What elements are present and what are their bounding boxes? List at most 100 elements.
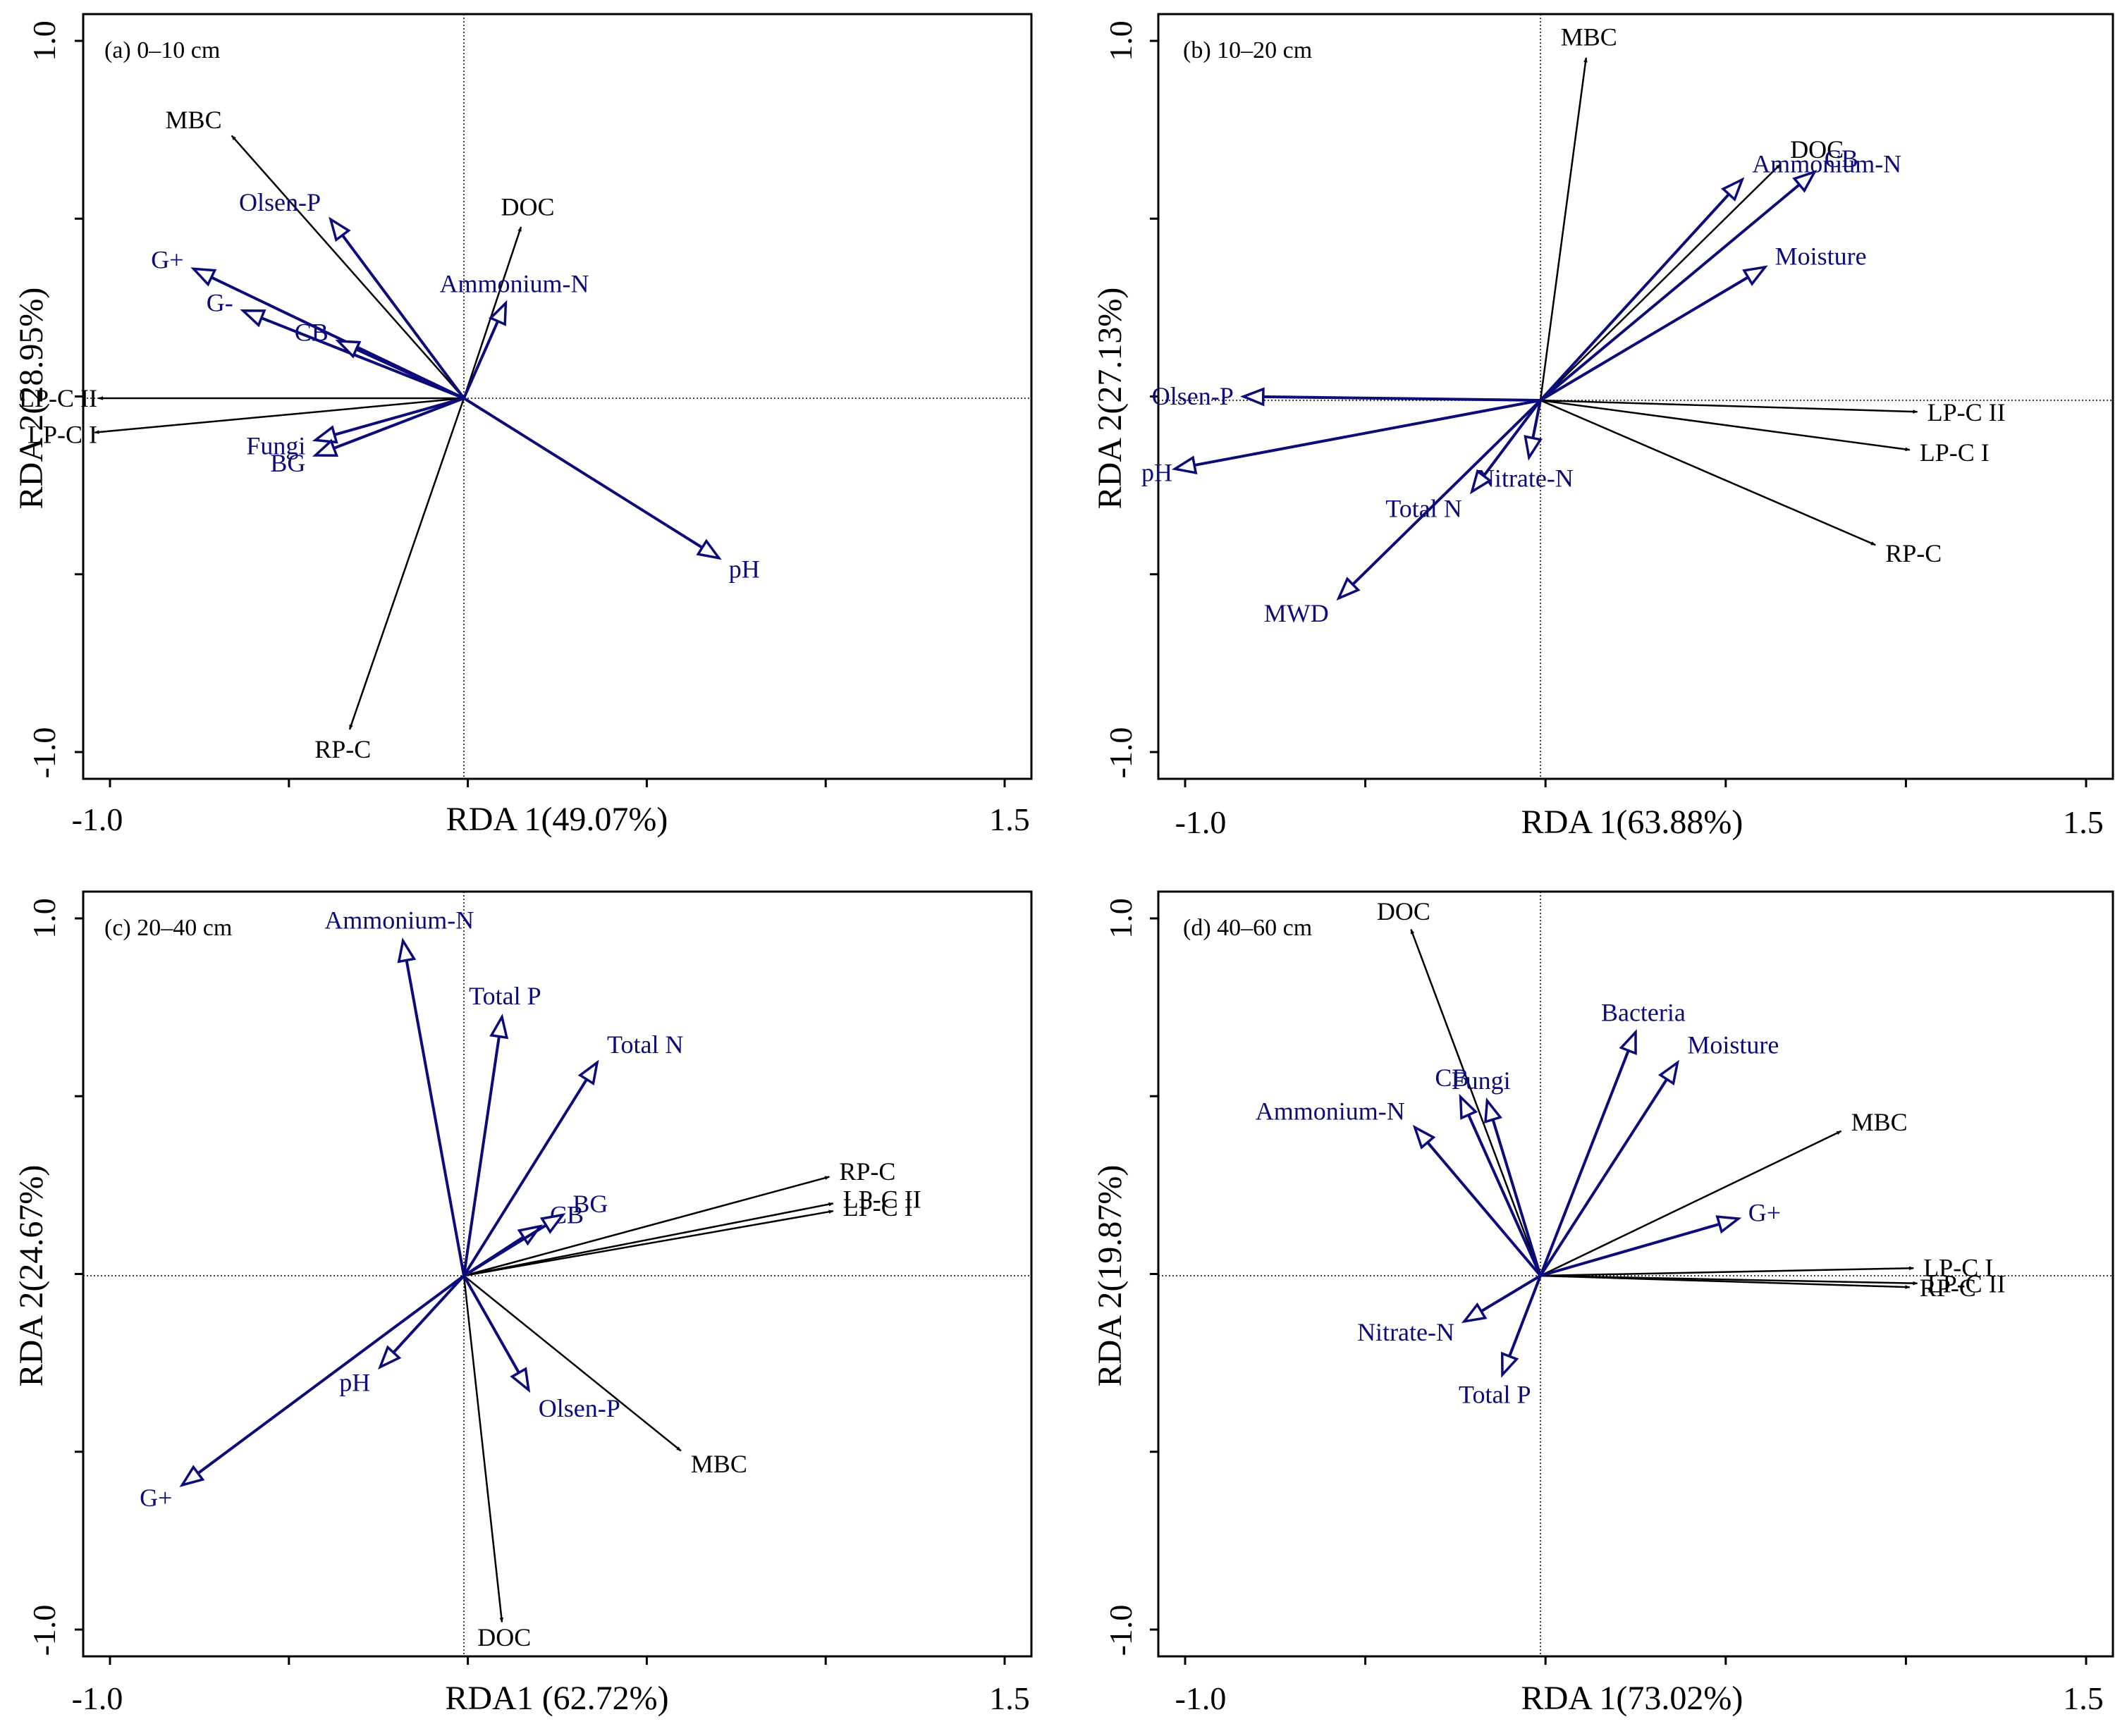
label-ammonium-n: Ammonium-N [1752, 150, 1901, 178]
panel-title: (b) 10–20 cm [1183, 37, 1312, 63]
arrow-olsen-p [1243, 395, 1541, 402]
label-olsen-p: Olsen-P [239, 188, 321, 216]
arrow-rp-c [463, 1176, 830, 1277]
plot-frame [82, 13, 1033, 780]
arrowhead-bg [312, 438, 339, 457]
tick-label-y-min: -1.0 [26, 727, 62, 779]
arrow-ammonium-n [1414, 1126, 1542, 1277]
arrowhead-nitrate-n [1524, 435, 1543, 461]
arrow-doc [1540, 164, 1782, 401]
arrow-group: MBC DOC LP-C II LP-C I RP-C Ammonium-NCB Moist… [1141, 23, 2088, 787]
label-bg: BG [572, 1190, 608, 1218]
tick-label-y-max: 1.0 [1103, 898, 1139, 939]
arrowhead-g [190, 267, 217, 287]
arrow-lp-c-i [463, 1209, 834, 1277]
arrow-ammonium-n [1539, 178, 1743, 402]
arrow-lp-c-ii [1540, 399, 1918, 414]
y-axis-label: RDA 2(28.95%) [13, 288, 50, 510]
arrow-ph [462, 397, 720, 560]
arrowhead-nitrate-n [1461, 1302, 1488, 1324]
label-g: G+ [151, 245, 183, 273]
tick-label-x-min: -1.0 [1175, 1680, 1227, 1716]
label-fungi: Fungi [1452, 1066, 1511, 1095]
label-rp-c: RP-C [1885, 539, 1942, 567]
panel-title: (d) 40–60 cm [1183, 915, 1312, 941]
arrow-lp-c-i [1540, 1266, 1914, 1277]
label-lp-c-ii: LP-C II [1927, 1269, 2006, 1298]
arrowhead-bacteria [1619, 1028, 1637, 1056]
arrow-doc [462, 226, 522, 399]
tick-label-y-max: 1.0 [26, 898, 62, 939]
label-cb: CB [1825, 144, 1858, 173]
label-moisture: Moisture [1687, 1030, 1779, 1059]
arrow-mwd [1337, 399, 1542, 600]
label-total-n: Total N [607, 1030, 683, 1059]
label-doc: DOC [501, 193, 554, 221]
label-nitrate-n: Nitrate-N [1357, 1318, 1454, 1346]
arrowhead-cb [1459, 1093, 1478, 1120]
arrow-mbc [1540, 1130, 1842, 1277]
arrow-moisture [1539, 1061, 1679, 1277]
arrow-fungi [314, 397, 465, 442]
y-axis-label: RDA 2(24.67%) [13, 1165, 50, 1387]
label-nitrate-n: Nitrate-N [1476, 464, 1574, 492]
arrowhead-ammonium-n [397, 937, 417, 964]
label-mbc: MBC [1561, 23, 1617, 51]
label-bacteria: Bacteria [1601, 998, 1686, 1026]
arrowhead-ammonium-n [488, 300, 508, 326]
label-lp-c-ii: LP-C II [843, 1186, 921, 1214]
arrowhead-ph [1171, 455, 1198, 475]
tick-label-x-min: -1.0 [72, 1680, 123, 1716]
panel-b: (b) 10–20 cm -1.0 1.5 1.0 -1.0 RDA 1(63.… [1091, 13, 2114, 841]
label-rp-c: RP-C [1920, 1274, 1976, 1302]
arrow-cb [337, 340, 465, 400]
arrow-doc [462, 1275, 504, 1623]
arrow-olsen-p [462, 1275, 530, 1391]
arrowhead-moisture [1742, 265, 1768, 286]
label-lp-c-i: LP-C I [1920, 438, 1990, 467]
label-lp-c-i: LP-C I [27, 420, 97, 448]
label-ammonium-n: Ammonium-N [439, 270, 589, 298]
arrowhead-total-p [489, 1014, 509, 1040]
x-axis-label: RDA1 (62.72%) [445, 1680, 668, 1717]
tick-label-y-max: 1.0 [1103, 20, 1139, 61]
label-doc: DOC [1377, 897, 1430, 925]
arrowhead-moisture [1657, 1059, 1679, 1085]
plot-frame [82, 890, 1033, 1658]
label-mbc: MBC [166, 106, 222, 134]
arrowhead-ph [377, 1345, 402, 1370]
arrow-lp-c-ii [463, 1202, 834, 1277]
panel-d: (d) 40–60 cm -1.0 1.5 1.0 -1.0 RDA 1(73.… [1091, 890, 2114, 1717]
arrowhead-total-n [1469, 469, 1492, 495]
arrowhead-fungi [312, 425, 338, 444]
tick-label-x-max: 1.5 [2063, 1680, 2104, 1716]
label-mwd: MWD [1264, 599, 1329, 627]
arrow-lp-c-i [1540, 399, 1911, 452]
tick-label-y-min: -1.0 [26, 1605, 62, 1656]
arrow-rp-c [1540, 399, 1876, 546]
label-total-n: Total N [1385, 495, 1461, 523]
label-lp-c-i: LP-C I [843, 1193, 913, 1221]
tick-label-x-max: 1.5 [989, 801, 1030, 837]
label-lp-c-ii: LP-C II [19, 384, 97, 412]
label-ammonium-n: Ammonium-N [324, 906, 474, 934]
arrowhead-total-p [1501, 1351, 1519, 1378]
tick-label-x-max: 1.5 [2063, 804, 2104, 840]
tick-label-y-max: 1.0 [26, 20, 62, 61]
label-rp-c: RP-C [314, 735, 371, 763]
arrow-mbc [1539, 57, 1588, 401]
arrow-lp-c-i [94, 397, 465, 434]
label-mbc: MBC [691, 1450, 747, 1478]
arrowhead-ph [696, 538, 722, 560]
arrow-g [1540, 1217, 1739, 1277]
y-axis-label: RDA 2(27.13%) [1091, 288, 1129, 510]
panel-title: (a) 0–10 cm [104, 37, 220, 63]
tick-label-y-min: -1.0 [1103, 727, 1139, 779]
label-lp-c-i: LP-C I [1923, 1254, 1993, 1282]
panel-c: (c) 20–40 cm -1.0 1.5 1.0 -1.0 RDA1 (62.… [13, 890, 1033, 1717]
label-fungi: Fungi [246, 432, 305, 460]
arrow-ammonium-n [401, 940, 465, 1276]
x-axis-label: RDA 1(49.07%) [446, 801, 668, 838]
